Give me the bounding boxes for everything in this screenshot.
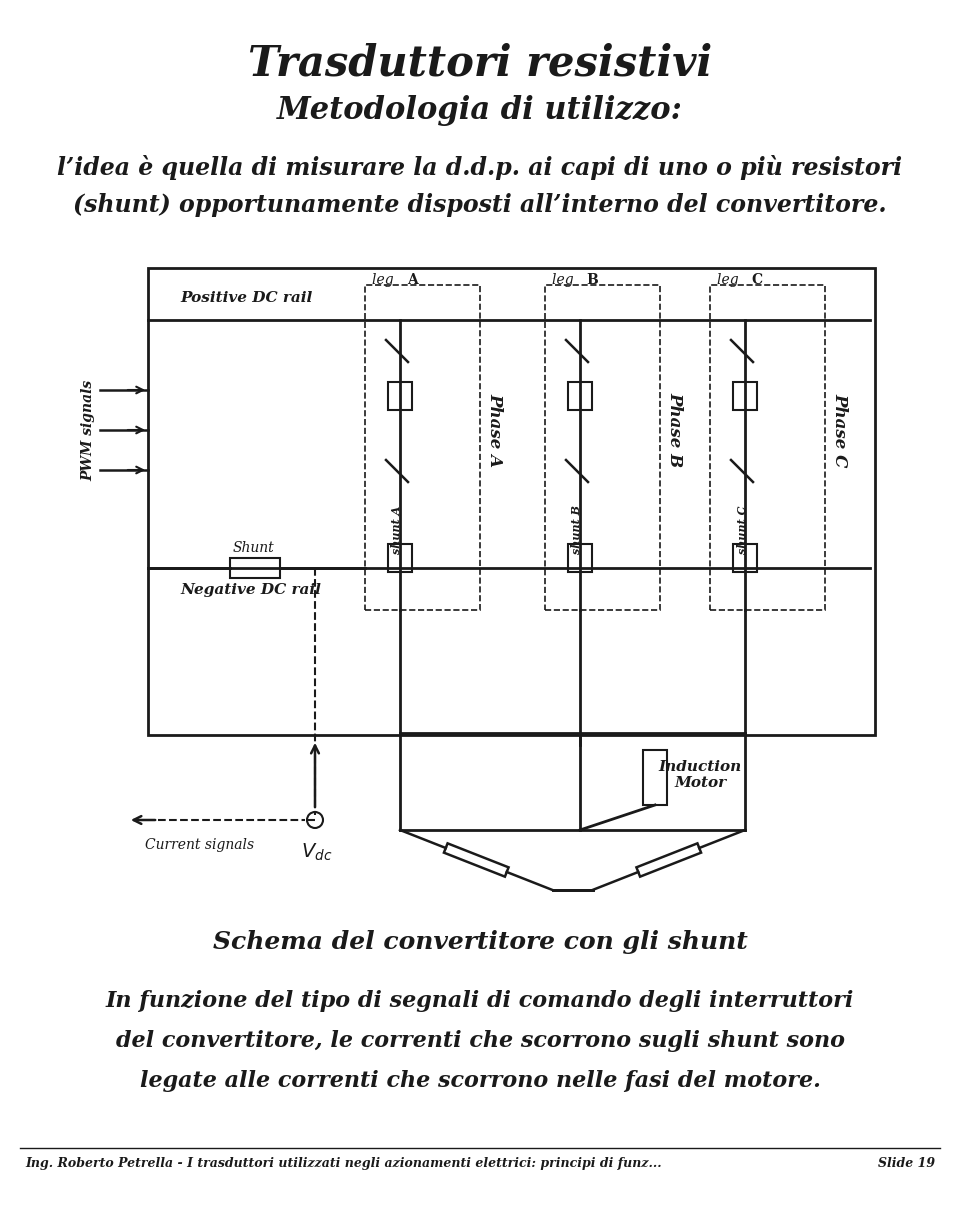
Bar [388, 544, 412, 573]
Text: Metodologia di utilizzo:: Metodologia di utilizzo: [277, 95, 683, 126]
Text: B: B [587, 273, 598, 288]
Bar [230, 558, 280, 577]
Text: leg: leg [372, 273, 398, 288]
Bar [365, 285, 480, 610]
Text: (shunt) opportunamente disposti all’interno del convertitore.: (shunt) opportunamente disposti all’inte… [73, 193, 887, 217]
Text: del convertitore, le correnti che scorrono sugli shunt sono: del convertitore, le correnti che scorro… [115, 1030, 845, 1052]
Text: Phase B: Phase B [666, 393, 684, 467]
Text: Ing. Roberto Petrella - I trasduttori utilizzati negli azionamenti elettrici: pr: Ing. Roberto Petrella - I trasduttori ut… [25, 1157, 661, 1171]
Text: leg: leg [717, 273, 743, 288]
Text: Phase A: Phase A [487, 393, 503, 467]
Text: l’idea è quella di misurare la d.d.p. ai capi di uno o più resistori: l’idea è quella di misurare la d.d.p. ai… [58, 155, 902, 180]
Bar [733, 544, 757, 573]
Bar [545, 285, 660, 610]
Text: Trasduttori resistivi: Trasduttori resistivi [248, 42, 712, 85]
Bar [148, 268, 875, 734]
Text: Current signals: Current signals [145, 838, 254, 852]
Text: shunt A: shunt A [392, 506, 402, 554]
Text: Negative DC rail: Negative DC rail [180, 583, 321, 597]
Bar [643, 750, 667, 805]
Text: PWM signals: PWM signals [81, 379, 95, 481]
Polygon shape [444, 843, 509, 877]
Bar [568, 382, 592, 410]
Bar [710, 285, 825, 610]
Text: In funzione del tipo di segnali di comando degli interruttori: In funzione del tipo di segnali di coman… [106, 991, 854, 1012]
Text: C: C [752, 273, 762, 288]
Text: legate alle correnti che scorrono nelle fasi del motore.: legate alle correnti che scorrono nelle … [139, 1070, 821, 1092]
Text: $\mathit{V}_{dc}$: $\mathit{V}_{dc}$ [301, 842, 333, 864]
Text: A: A [407, 273, 418, 288]
Text: shunt B: shunt B [571, 505, 583, 554]
Bar [568, 544, 592, 573]
Text: Slide 19: Slide 19 [877, 1157, 935, 1171]
Circle shape [307, 812, 323, 827]
Text: shunt C: shunt C [736, 506, 748, 554]
Bar [388, 382, 412, 410]
Text: Shunt: Shunt [232, 541, 274, 554]
Bar [733, 382, 757, 410]
Text: Schema del convertitore con gli shunt: Schema del convertitore con gli shunt [212, 930, 748, 954]
Polygon shape [636, 843, 701, 877]
Text: Positive DC rail: Positive DC rail [180, 291, 312, 304]
Text: Induction
Motor: Induction Motor [659, 760, 742, 790]
Text: Phase C: Phase C [831, 393, 849, 467]
Text: leg: leg [552, 273, 578, 288]
